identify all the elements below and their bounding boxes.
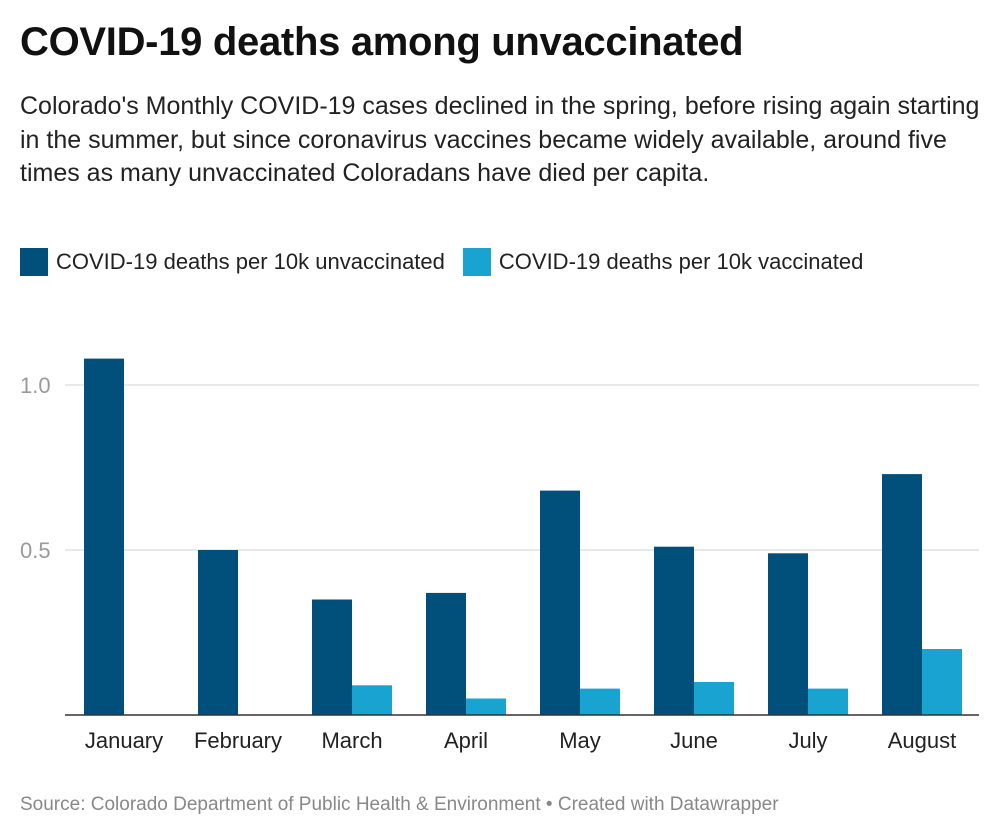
y-tick-label: 1.0 <box>20 373 51 398</box>
x-tick-label: May <box>559 728 601 753</box>
y-tick-label: 0.5 <box>20 538 51 563</box>
bar <box>426 592 466 715</box>
bar <box>580 688 620 715</box>
bar <box>922 649 962 715</box>
legend-label: COVID-19 deaths per 10k unvaccinated <box>56 249 445 274</box>
x-tick-label: June <box>670 728 718 753</box>
bar <box>84 358 124 715</box>
bar <box>352 685 392 715</box>
bar <box>768 553 808 715</box>
legend-label: COVID-19 deaths per 10k vaccinated <box>498 249 864 274</box>
bar <box>540 490 580 715</box>
chart-subtitle: Colorado's Monthly COVID-19 cases declin… <box>20 92 980 187</box>
legend-item: COVID-19 deaths per 10k vaccinated <box>462 248 864 276</box>
legend-swatch <box>20 248 48 276</box>
bar <box>312 599 352 715</box>
x-tick-label: January <box>85 728 163 753</box>
bar <box>654 546 694 715</box>
bar <box>198 550 238 715</box>
x-tick-label: April <box>444 728 488 753</box>
chart-title: COVID-19 deaths among unvaccinated <box>20 20 744 64</box>
bar <box>466 698 506 715</box>
bar <box>808 688 848 715</box>
x-tick-label: February <box>194 728 282 753</box>
source-note: Source: Colorado Department of Public He… <box>20 794 779 815</box>
legend-swatch <box>462 248 491 276</box>
legend: COVID-19 deaths per 10k unvaccinated COVI… <box>20 248 863 276</box>
bar <box>882 474 922 715</box>
legend-item: COVID-19 deaths per 10k unvaccinated <box>20 248 445 276</box>
x-tick-label: August <box>888 728 957 753</box>
x-tick-label: March <box>321 728 382 753</box>
bar <box>694 682 734 715</box>
x-tick-label: July <box>788 728 827 753</box>
